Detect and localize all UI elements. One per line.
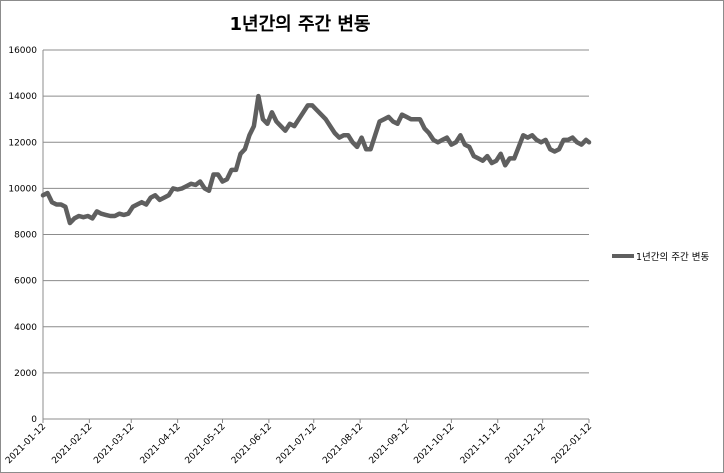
x-tick-label: 2021-12-12	[504, 422, 548, 466]
x-tick-label: 2021-02-12	[50, 422, 94, 466]
x-tick-label: 2021-06-12	[230, 422, 274, 466]
y-tick-label: 8000	[14, 231, 37, 241]
y-tick-label: 2000	[14, 369, 37, 379]
x-tick-label: 2021-03-12	[92, 422, 136, 466]
legend-swatch	[612, 254, 634, 258]
y-tick-label: 0	[31, 415, 37, 425]
series-line	[40, 93, 592, 226]
x-tick-label: 2021-01-12	[4, 422, 48, 466]
x-tick-label: 2022-01-12	[550, 422, 594, 466]
x-tick-label: 2021-11-12	[459, 422, 503, 466]
x-tick-label: 2021-07-12	[275, 422, 319, 466]
x-tick-label: 2021-05-12	[184, 422, 228, 466]
y-tick-label: 4000	[14, 323, 37, 333]
y-tick-label: 6000	[14, 277, 37, 287]
chart-title: 1년간의 주간 변동	[229, 14, 371, 35]
y-tick-label: 14000	[8, 92, 37, 102]
x-tick-label: 2021-08-12	[321, 422, 365, 466]
x-tick-label: 2021-10-12	[412, 422, 456, 466]
x-tick-label: 2021-09-12	[368, 422, 412, 466]
legend: 1년간의 주간 변동	[612, 249, 709, 263]
y-tick-label: 12000	[8, 138, 37, 148]
y-tick-label: 10000	[8, 184, 37, 194]
x-tick-label: 2021-04-12	[139, 422, 183, 466]
y-tick-label: 16000	[8, 46, 37, 56]
legend-label: 1년간의 주간 변동	[636, 252, 710, 263]
